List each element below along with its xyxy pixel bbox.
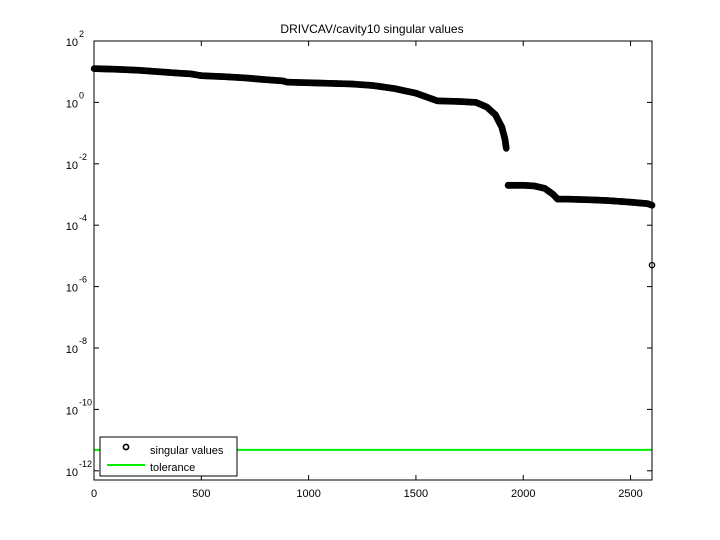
y-tick-exponent: -8 <box>79 336 87 346</box>
x-tick-label: 2500 <box>618 488 642 500</box>
y-tick-label: 10 <box>66 344 78 356</box>
legend-label-singular-values: singular values <box>150 445 224 457</box>
x-tick-label: 1000 <box>296 488 320 500</box>
y-tick-label: 10 <box>66 37 78 49</box>
singular-values-series <box>90 65 656 269</box>
y-tick-exponent: -2 <box>79 152 87 162</box>
y-tick-exponent: 0 <box>79 90 84 100</box>
axes: 0 500 1000 1500 2000 250010210010-210-410-610… <box>66 29 653 500</box>
y-tick-exponent: -4 <box>79 213 87 223</box>
x-tick-label: 2000 <box>511 488 535 500</box>
y-tick-label: 10 <box>66 160 78 172</box>
y-tick-exponent: -10 <box>79 397 92 407</box>
chart-title: DRIVCAV/cavity10 singular values <box>280 22 463 36</box>
y-tick-exponent: 2 <box>79 29 84 39</box>
y-tick-exponent: -6 <box>79 275 87 285</box>
x-tick-label: 0 <box>91 488 97 500</box>
y-tick-label: 10 <box>66 283 78 295</box>
x-tick-label: 500 <box>192 488 210 500</box>
y-tick-label: 10 <box>66 467 78 479</box>
plot-area <box>90 65 656 451</box>
y-tick-label: 10 <box>66 98 78 110</box>
legend-label-tolerance: tolerance <box>150 462 195 474</box>
x-tick-label: 1500 <box>404 488 428 500</box>
y-tick-exponent: -12 <box>79 459 92 469</box>
y-tick-label: 10 <box>66 221 78 233</box>
y-tick-label: 10 <box>66 405 78 417</box>
legend: singular values tolerance <box>99 436 238 477</box>
